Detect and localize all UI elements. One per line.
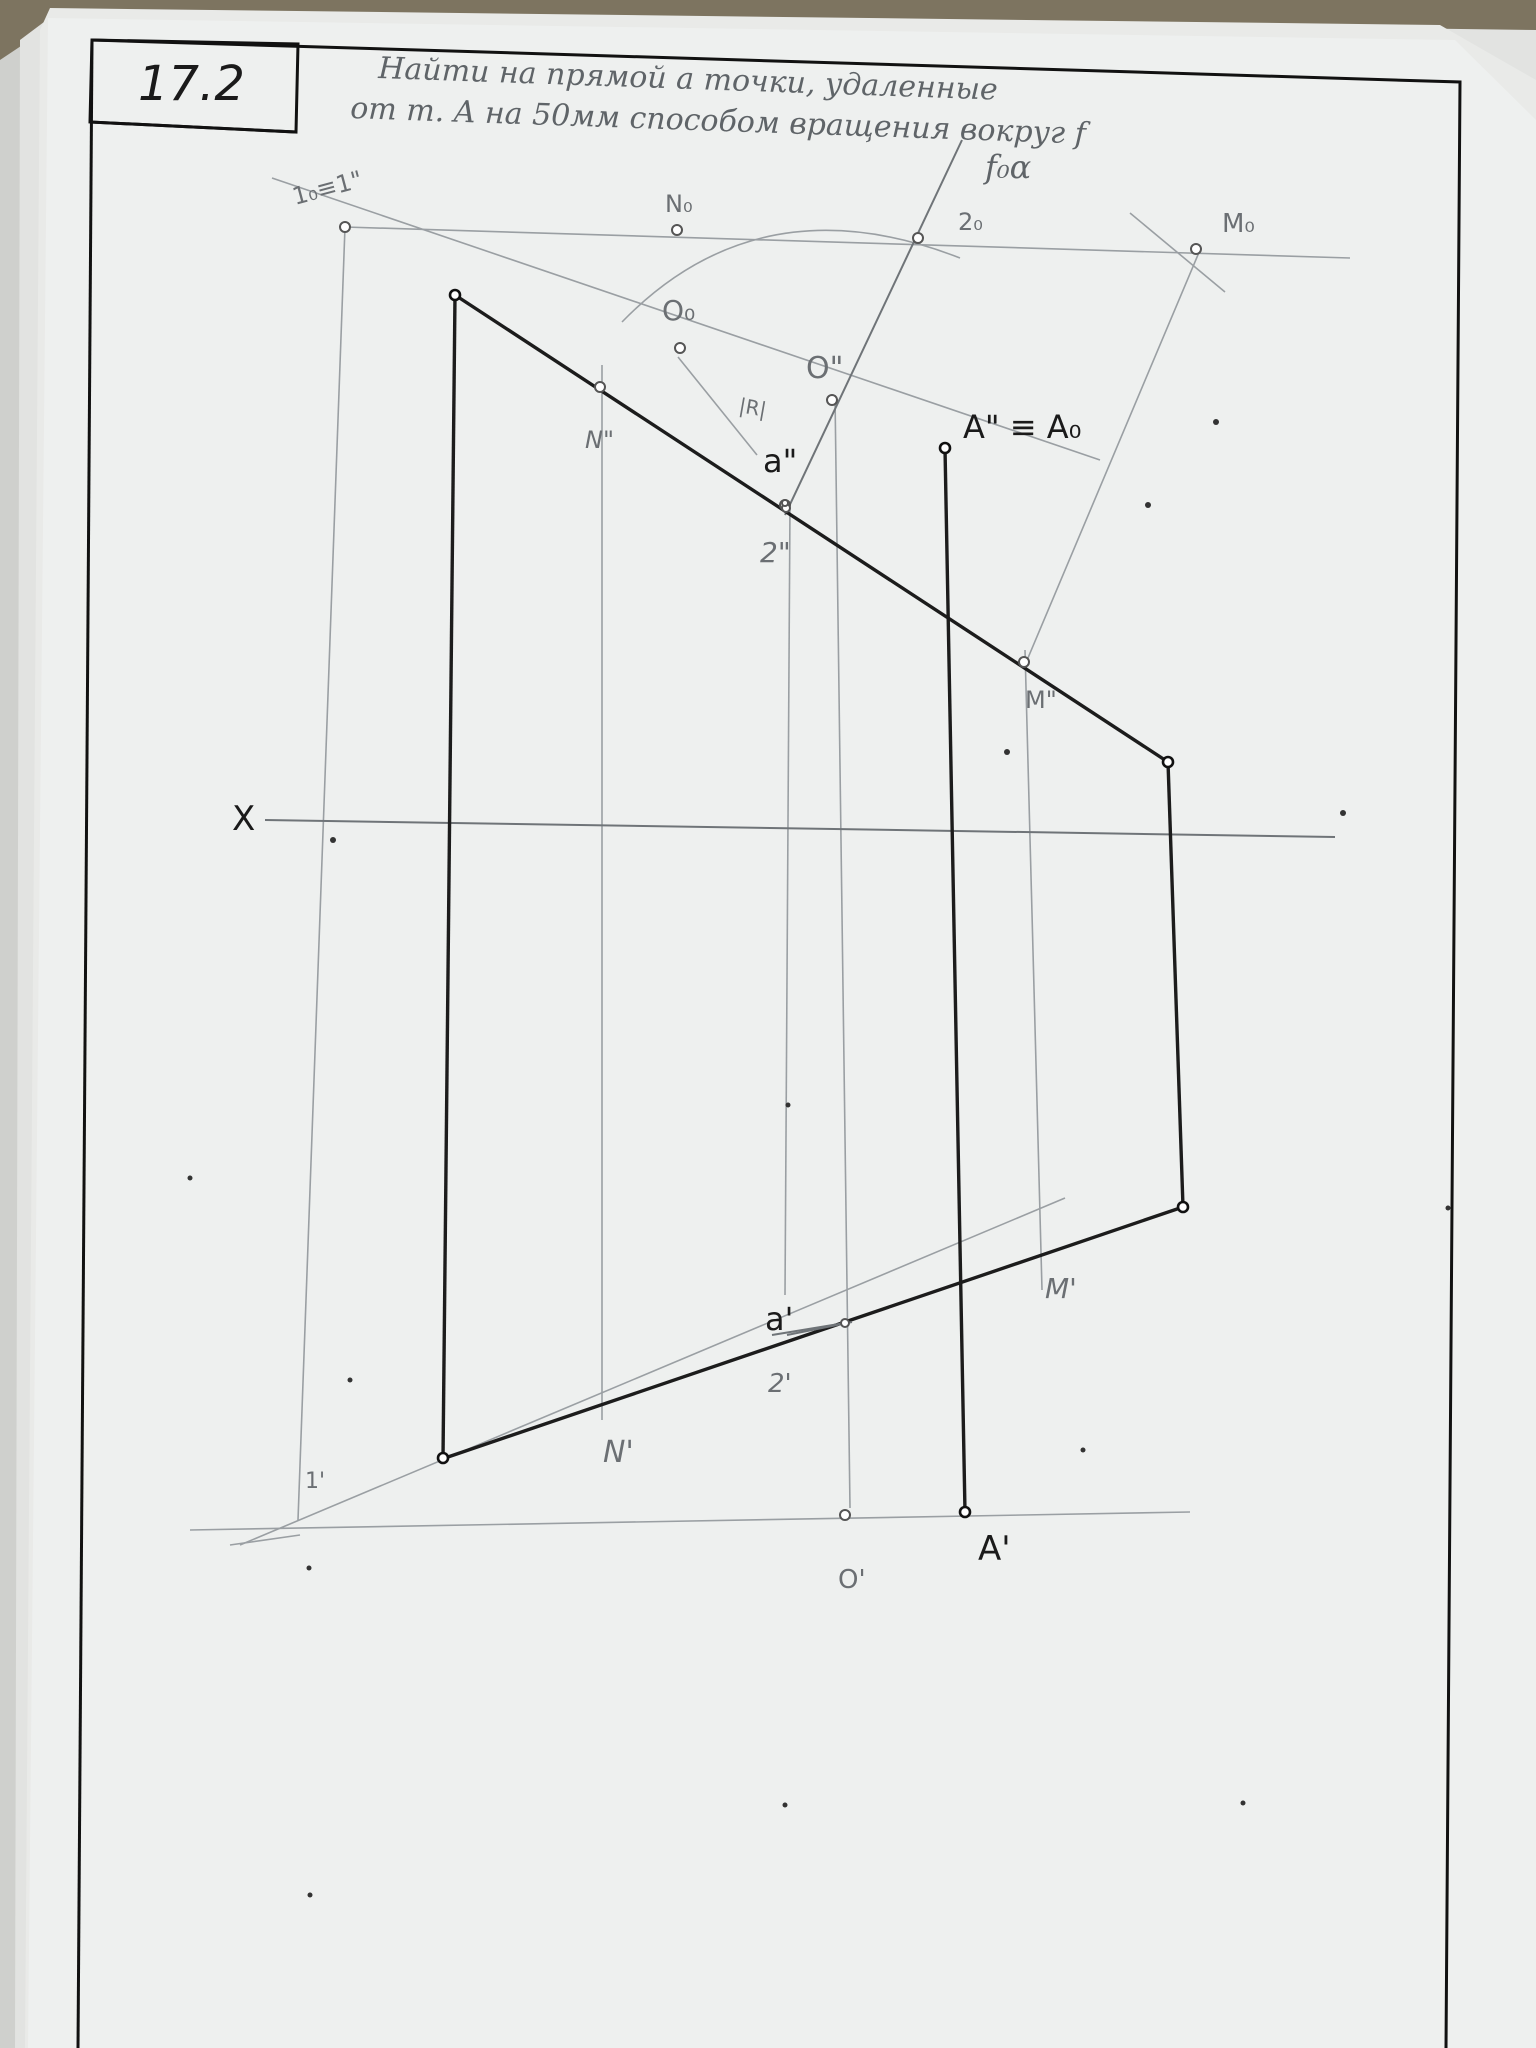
label-R: |R| — [737, 393, 768, 421]
axis-f-line — [784, 139, 963, 516]
label-axis-x: X — [232, 799, 255, 839]
axis-x-line — [264, 819, 1336, 838]
stray-dots — [187, 419, 1451, 1898]
label-M-top: M' — [1045, 1272, 1077, 1305]
label-2-front: 2" — [760, 536, 791, 569]
label-a-top: a' — [765, 1300, 793, 1338]
label-O-top: O' — [838, 1565, 866, 1595]
label-a-front: a" — [763, 442, 797, 480]
label-M0: M₀ — [1222, 209, 1255, 239]
label-M-front: M" — [1025, 686, 1057, 714]
label-A-front: A" ≡ A₀ — [963, 408, 1081, 446]
problem-number: 17.2 — [138, 56, 245, 112]
label-N0: N₀ — [665, 190, 693, 218]
label-O0: O₀ — [662, 294, 695, 327]
label-N-front: N" — [585, 426, 614, 454]
label-axis-f: f₀α — [983, 148, 1031, 186]
label-O-front: O" — [806, 351, 843, 386]
title-frame — [76, 38, 1462, 2048]
label-1-bottom: 1' — [305, 1469, 325, 1494]
points — [339, 221, 1202, 1521]
label-A-top: A' — [978, 1529, 1011, 1569]
label-2-zero: 2₀ — [958, 208, 983, 236]
label-2-top: 2' — [768, 1369, 792, 1399]
paper-stack — [0, 8, 1536, 2048]
label-N-top: N' — [603, 1435, 634, 1470]
